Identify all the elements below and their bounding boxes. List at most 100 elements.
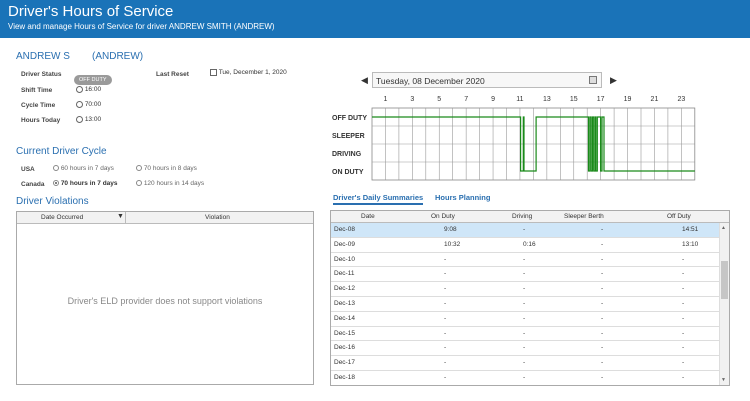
- row-cell: -: [523, 300, 526, 307]
- hour-label: 5: [437, 96, 441, 103]
- table-row[interactable]: Dec-08 9:08 - - 14:51: [331, 223, 720, 238]
- violations-table: Date Occurred ▼ Violation Driver's ELD p…: [16, 211, 314, 385]
- next-day-button[interactable]: ▶: [610, 75, 617, 85]
- driver-status-label: Driver Status: [21, 71, 62, 78]
- page-title: Driver's Hours of Service: [8, 3, 174, 20]
- canada-option-70-label: 70 hours in 7 days: [60, 180, 118, 187]
- hour-label: 3: [410, 96, 414, 103]
- hour-label: 1: [383, 96, 387, 103]
- violations-section-title: Driver Violations: [16, 196, 89, 207]
- tab-hours-planning[interactable]: Hours Planning: [435, 193, 491, 202]
- usa-option-70[interactable]: 70 hours in 8 days: [136, 165, 197, 172]
- driver-username: (ANDREW): [92, 51, 144, 62]
- row-date: Dec-08: [334, 226, 355, 233]
- canada-option-70[interactable]: 70 hours in 7 days: [53, 180, 118, 187]
- row-cell: -: [601, 314, 604, 322]
- prev-day-button[interactable]: ◀: [361, 75, 368, 85]
- row-cell: -: [444, 374, 447, 381]
- usa-label: USA: [21, 166, 35, 173]
- row-cell: -: [682, 300, 685, 307]
- table-row[interactable]: Dec-13 - - - -: [331, 297, 720, 312]
- row-cell: -: [444, 359, 447, 367]
- table-row[interactable]: Dec-17 - - - -: [331, 356, 720, 371]
- canada-option-120-label: 120 hours in 14 days: [143, 180, 205, 187]
- scroll-down-icon[interactable]: ▼: [721, 377, 726, 383]
- hours-today-label: Hours Today: [21, 117, 61, 124]
- row-cell: -: [523, 344, 526, 352]
- row-cell: -: [682, 359, 685, 367]
- table-row[interactable]: Dec-12 - - - -: [331, 282, 720, 297]
- page-header: Driver's Hours of Service View and manag…: [0, 0, 750, 38]
- radio-icon[interactable]: [136, 165, 142, 172]
- row-cell: -: [523, 314, 526, 322]
- radio-icon[interactable]: [136, 180, 142, 187]
- calendar-icon[interactable]: [589, 76, 597, 84]
- row-cell: -: [601, 226, 604, 233]
- row-date: Dec-17: [334, 359, 355, 367]
- duty-log-chart: 1 3 5 7 9 11 13 15 17 19 21 23 OFF DUTYSLEEPERDRIVI…: [332, 96, 696, 181]
- usa-option-60-label: 60 hours in 7 days: [60, 165, 114, 172]
- radio-icon[interactable]: [53, 165, 59, 172]
- date-picker[interactable]: Tuesday, 08 December 2020: [372, 72, 602, 88]
- duty-row-label: ON DUTY: [332, 169, 364, 176]
- col-date-occurred[interactable]: Date Occurred: [41, 214, 84, 221]
- hour-label: 21: [651, 96, 659, 103]
- table-row[interactable]: Dec-09 10:32 0:16 - 13:10: [331, 238, 720, 253]
- row-date: Dec-18: [334, 374, 355, 381]
- shift-time-value: 16:00: [84, 86, 102, 94]
- shift-time-row: 16:00: [76, 86, 101, 93]
- hour-label: 13: [543, 96, 551, 103]
- cycle-section-title: Current Driver Cycle: [16, 146, 107, 157]
- row-cell: -: [523, 255, 526, 263]
- duty-row-label: SLEEPER: [332, 133, 365, 140]
- scroll-up-icon[interactable]: ▲: [721, 225, 726, 231]
- row-cell: -: [523, 270, 526, 278]
- scrollbar-thumb[interactable]: [721, 261, 728, 299]
- row-cell: -: [601, 300, 604, 307]
- row-cell: -: [444, 344, 447, 352]
- row-cell: -: [601, 240, 604, 248]
- tab-daily-summaries[interactable]: Driver's Daily Summaries: [333, 193, 424, 205]
- table-row[interactable]: Dec-11 - - - -: [331, 267, 720, 283]
- row-cell: -: [523, 359, 526, 367]
- calendar-icon: [210, 69, 217, 76]
- row-cell: 14:51: [682, 226, 699, 233]
- usa-option-60[interactable]: 60 hours in 7 days: [53, 165, 114, 172]
- row-cell: -: [444, 314, 447, 322]
- col-date: Date: [361, 213, 375, 220]
- row-cell: -: [601, 344, 604, 352]
- table-row[interactable]: Dec-18 - - - -: [331, 371, 720, 385]
- summary-scrollbar[interactable]: ▲ ▼: [719, 223, 729, 385]
- table-row[interactable]: Dec-15 - - - -: [331, 327, 720, 342]
- driver-name: ANDREW S: [16, 51, 70, 62]
- row-cell: -: [444, 255, 447, 263]
- clock-icon: [76, 86, 83, 93]
- row-cell: 10:32: [444, 240, 461, 248]
- row-cell: -: [682, 285, 685, 293]
- table-row[interactable]: Dec-14 - - - -: [331, 312, 720, 327]
- row-date: Dec-16: [334, 344, 355, 352]
- duty-row-label: OFF DUTY: [332, 115, 367, 122]
- table-row[interactable]: Dec-16 - - - -: [331, 341, 720, 357]
- col-off-duty: Off Duty: [667, 213, 691, 220]
- row-cell: -: [523, 226, 526, 233]
- duty-row-label: DRIVING: [332, 151, 362, 158]
- row-cell: -: [601, 359, 604, 367]
- row-cell: -: [682, 255, 685, 263]
- violations-header: Date Occurred ▼ Violation: [17, 212, 313, 224]
- table-row[interactable]: Dec-10 - - - -: [331, 253, 720, 268]
- row-cell: -: [682, 374, 685, 381]
- canada-option-120[interactable]: 120 hours in 14 days: [136, 180, 204, 187]
- col-driving: Driving: [512, 213, 533, 220]
- hour-label: 9: [491, 96, 495, 103]
- row-cell: -: [601, 374, 604, 381]
- cycle-time-value: 70:00: [84, 101, 102, 109]
- row-cell: -: [444, 270, 447, 278]
- sort-down-icon[interactable]: ▼: [117, 213, 124, 220]
- daily-summary-table: Date On Duty Driving Sleeper Berth Off D…: [330, 210, 730, 386]
- duty-status-line: [372, 116, 695, 172]
- radio-selected-icon[interactable]: [53, 180, 59, 187]
- clock-icon: [76, 101, 83, 108]
- col-violation[interactable]: Violation: [205, 214, 230, 221]
- status-badge-text: OFF DUTY: [74, 75, 112, 85]
